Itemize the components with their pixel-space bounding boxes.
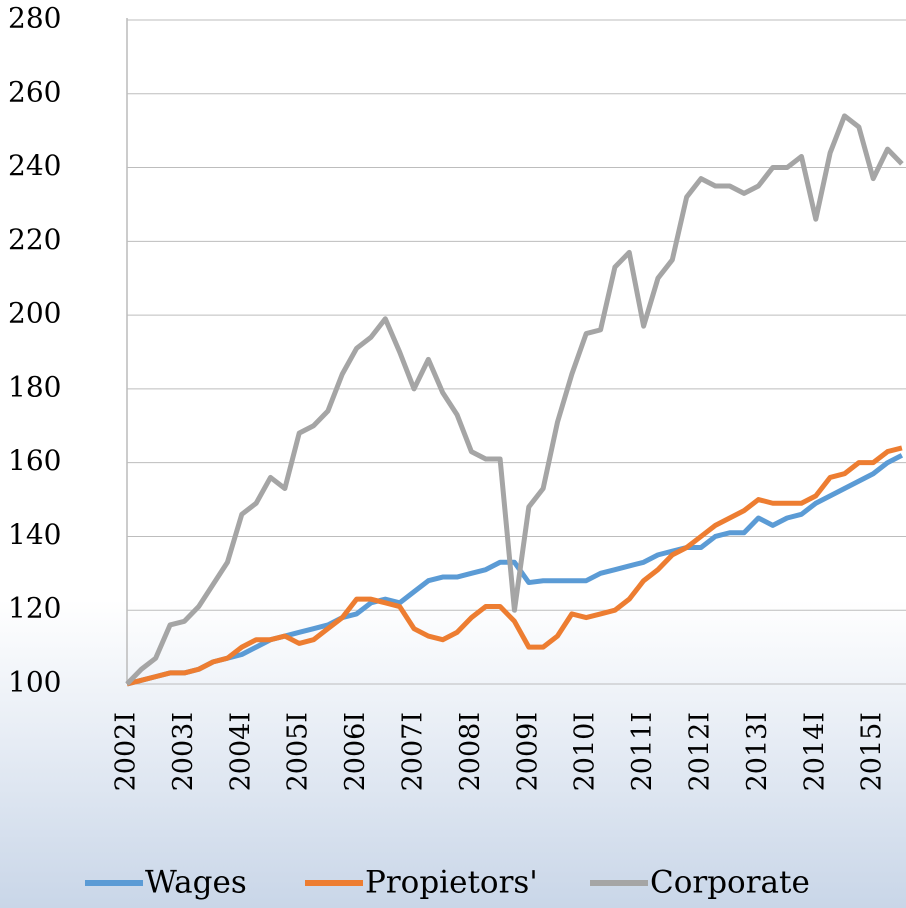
y-tick-label: 100 [8,666,61,699]
y-tick-label: 160 [8,444,61,477]
x-tick-label: 2010I [570,712,601,791]
x-tick-label: 2009I [512,712,543,791]
y-tick-label: 220 [8,223,61,256]
y-tick-label: 120 [8,592,61,625]
x-tick-label: 2012I [685,712,716,791]
x-tick-label: 2007I [398,712,429,791]
x-tick-label: 2015I [857,712,888,791]
x-tick-label: 2011I [627,712,658,791]
x-tick-label: 2003I [168,712,199,791]
line-series [126,445,903,687]
x-tick-label: 2002I [111,712,142,791]
legend-label: Corporate [650,865,810,901]
x-tick-label: 2005I [283,712,314,791]
background [0,600,906,908]
legend-label: Propietors' [365,865,538,901]
x-tick-label: 2008I [455,712,486,791]
legend-label: Wages [145,865,247,901]
y-tick-label: 140 [8,518,61,551]
x-tick-label: 2006I [340,712,371,791]
y-tick-label: 240 [8,149,61,182]
x-tick-label: 2004I [225,712,256,791]
y-tick-label: 180 [8,370,61,403]
y-tick-label: 280 [8,2,61,35]
y-tick-label: 260 [8,75,61,108]
x-tick-label: 2013I [742,712,773,791]
x-tick-label: 2014I [799,712,830,791]
line-series [126,453,904,687]
line-series [125,113,904,686]
y-tick-label: 200 [8,297,61,330]
